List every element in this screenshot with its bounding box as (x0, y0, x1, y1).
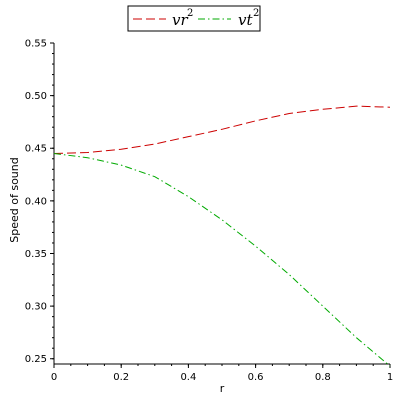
series-line-1 (53, 105, 391, 155)
plot-series (53, 105, 391, 367)
x-axis-label: r (220, 382, 225, 395)
y-tick-label: 0.55 (25, 39, 47, 50)
y-tick-label: 0.50 (25, 91, 47, 102)
y-tick-label: 0.35 (25, 249, 47, 260)
legend-label-sup-2: 2 (253, 8, 259, 19)
legend-label-2: vt (238, 11, 253, 29)
x-tick-label: 0.6 (248, 372, 264, 383)
series-line-2 (53, 153, 391, 367)
x-tick-label: 0.8 (315, 372, 331, 383)
x-tick-label: 0.4 (180, 372, 196, 383)
axes: 0.25 0.30 0.35 0.40 0.45 0.50 0.55 0 0.2 0.4 0.6 0.… (25, 39, 393, 384)
y-tick-label: 0.45 (25, 144, 47, 155)
x-tick-label: 0 (51, 372, 57, 383)
y-tick-label: 0.40 (25, 196, 47, 207)
legend: vr 2 vt 2 (127, 5, 261, 32)
legend-label-sup-1: 2 (187, 8, 193, 19)
y-tick-label: 0.30 (25, 302, 47, 313)
x-tick-label: 0.2 (113, 372, 129, 383)
y-tick-label: 0.25 (25, 354, 47, 365)
legend-label-1: vr (172, 11, 188, 29)
y-axis-label: Speed of sound (8, 157, 21, 242)
x-tick-label: 1 (387, 372, 393, 383)
